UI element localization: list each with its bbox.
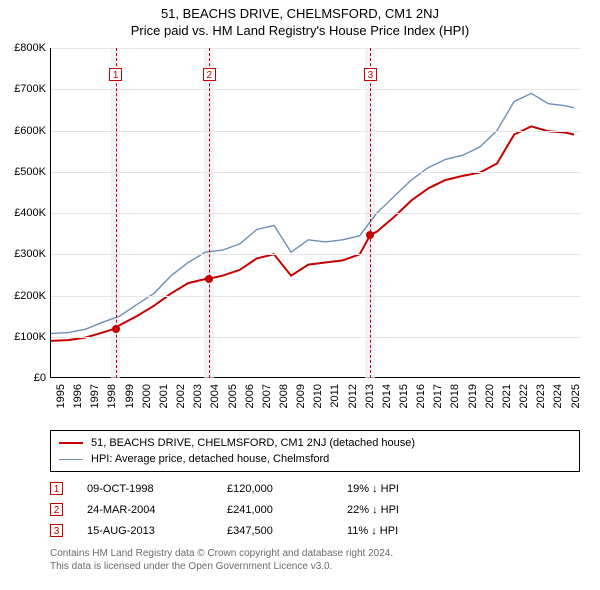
ytick-label: £400K (14, 207, 46, 219)
xtick-label: 1996 (72, 384, 84, 408)
ytick-label: £600K (14, 125, 46, 137)
title-address: 51, BEACHS DRIVE, CHELMSFORD, CM1 2NJ (0, 6, 600, 21)
xtick-label: 2022 (518, 384, 530, 408)
legend-label: 51, BEACHS DRIVE, CHELMSFORD, CM1 2NJ (d… (91, 437, 415, 449)
data-point (112, 325, 120, 333)
xtick-label: 2020 (484, 384, 496, 408)
xtick-label: 2016 (415, 384, 427, 408)
ytick-label: £500K (14, 166, 46, 178)
xtick-label: 1998 (106, 384, 118, 408)
xtick-label: 2014 (381, 384, 393, 408)
xtick-label: 2023 (535, 384, 547, 408)
transaction-date: 15-AUG-2013 (87, 525, 227, 537)
xtick-label: 2002 (175, 384, 187, 408)
xtick-label: 2007 (261, 384, 273, 408)
title-block: 51, BEACHS DRIVE, CHELMSFORD, CM1 2NJ Pr… (0, 0, 600, 38)
transaction-diff: 22% ↓ HPI (347, 504, 399, 516)
transaction-row: 1 09-OCT-1998£120,00019% ↓ HPI (50, 478, 580, 499)
transaction-marker: 2 (50, 503, 63, 516)
transaction-marker: 1 (50, 482, 63, 495)
xtick-label: 2012 (347, 384, 359, 408)
xtick-label: 2013 (364, 384, 376, 408)
xtick-label: 2024 (552, 384, 564, 408)
xtick-label: 2006 (244, 384, 256, 408)
footer-line2: This data is licensed under the Open Gov… (50, 561, 580, 574)
legend: 51, BEACHS DRIVE, CHELMSFORD, CM1 2NJ (d… (50, 430, 580, 472)
ytick-label: £200K (14, 290, 46, 302)
legend-item: HPI: Average price, detached house, Chel… (59, 451, 571, 467)
xtick-label: 2015 (398, 384, 410, 408)
xtick-label: 2010 (312, 384, 324, 408)
xtick-label: 2001 (158, 384, 170, 408)
xtick-label: 1999 (124, 384, 136, 408)
transaction-date: 24-MAR-2004 (87, 504, 227, 516)
transaction-marker: 3 (50, 524, 63, 537)
xtick-label: 2005 (227, 384, 239, 408)
ytick-label: £700K (14, 83, 46, 95)
gridline (51, 48, 581, 49)
plot-area: £0£100K£200K£300K£400K£500K£600K£700K£80… (50, 48, 580, 378)
ytick-label: £300K (14, 248, 46, 260)
gridline (51, 213, 581, 214)
transaction-price: £120,000 (227, 483, 347, 495)
gridline (51, 131, 581, 132)
xtick-label: 2019 (467, 384, 479, 408)
ytick-label: £800K (14, 42, 46, 54)
ytick-label: £100K (14, 331, 46, 343)
xtick-label: 2004 (209, 384, 221, 408)
event-line (370, 48, 371, 378)
xtick-label: 2025 (570, 384, 582, 408)
xtick-label: 2021 (501, 384, 513, 408)
xtick-label: 2008 (278, 384, 290, 408)
transactions-table: 1 09-OCT-1998£120,00019% ↓ HPI 2 24-MAR-200… (50, 478, 580, 541)
event-line (209, 48, 210, 378)
xtick-label: 2018 (449, 384, 461, 408)
chart-container: 51, BEACHS DRIVE, CHELMSFORD, CM1 2NJ Pr… (0, 0, 600, 590)
gridline (51, 89, 581, 90)
legend-item: 51, BEACHS DRIVE, CHELMSFORD, CM1 2NJ (d… (59, 435, 571, 451)
gridline (51, 254, 581, 255)
transaction-price: £241,000 (227, 504, 347, 516)
attribution-footer: Contains HM Land Registry data © Crown c… (50, 548, 580, 573)
transaction-row: 2 24-MAR-2004£241,00022% ↓ HPI (50, 499, 580, 520)
xtick-label: 2003 (192, 384, 204, 408)
xtick-label: 2000 (141, 384, 153, 408)
legend-label: HPI: Average price, detached house, Chel… (91, 453, 329, 465)
event-marker: 1 (109, 68, 122, 81)
data-point (205, 275, 213, 283)
xtick-label: 1995 (55, 384, 67, 408)
transaction-price: £347,500 (227, 525, 347, 537)
transaction-date: 09-OCT-1998 (87, 483, 227, 495)
legend-swatch (59, 442, 83, 444)
event-marker: 3 (364, 68, 377, 81)
transaction-diff: 19% ↓ HPI (347, 483, 399, 495)
xtick-label: 2017 (432, 384, 444, 408)
gridline (51, 172, 581, 173)
transaction-diff: 11% ↓ HPI (347, 525, 398, 537)
data-point (366, 231, 374, 239)
xtick-label: 1997 (89, 384, 101, 408)
transaction-row: 3 15-AUG-2013£347,50011% ↓ HPI (50, 520, 580, 541)
xtick-label: 2009 (295, 384, 307, 408)
event-marker: 2 (203, 68, 216, 81)
gridline (51, 337, 581, 338)
ytick-label: £0 (34, 372, 46, 384)
gridline (51, 296, 581, 297)
chart-area: £0£100K£200K£300K£400K£500K£600K£700K£80… (50, 48, 580, 418)
xtick-label: 2011 (329, 384, 341, 408)
title-subtitle: Price paid vs. HM Land Registry's House … (0, 23, 600, 38)
footer-line1: Contains HM Land Registry data © Crown c… (50, 548, 580, 561)
legend-swatch (59, 459, 83, 460)
